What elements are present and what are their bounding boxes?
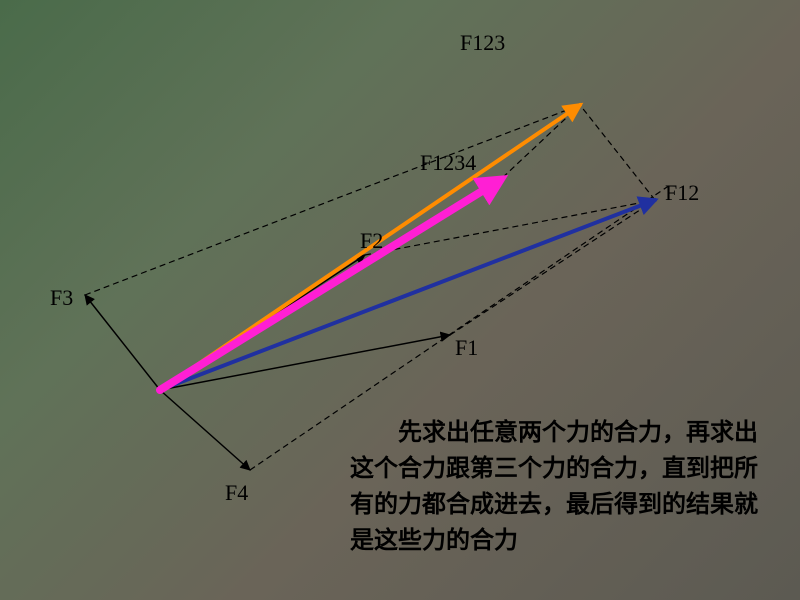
- vector-F12: [160, 200, 655, 390]
- vector-F4: [160, 390, 250, 470]
- label-F2: F2: [360, 228, 383, 253]
- label-F3: F3: [50, 285, 73, 310]
- label-F4: F4: [225, 480, 248, 505]
- vector-F3: [85, 295, 160, 390]
- explanation-text: 先求出任意两个力的合力，再求出这个合力跟第三个力的合力，直到把所有的力都合成进去…: [350, 415, 770, 559]
- label-F1: F1: [455, 335, 478, 360]
- label-F12: F12: [665, 180, 699, 205]
- label-F123: F123: [460, 30, 505, 55]
- label-F1234: F1234: [420, 150, 476, 175]
